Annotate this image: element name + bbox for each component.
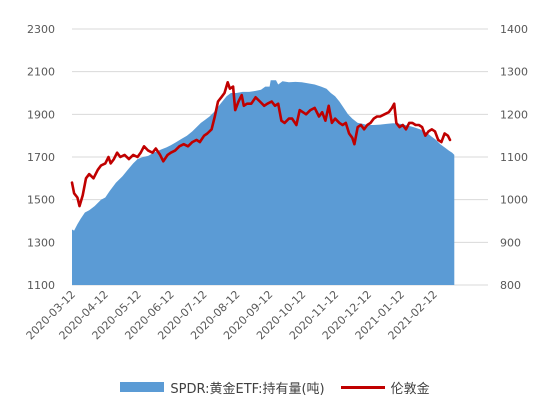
left-axis-tick-label: 1700 xyxy=(27,151,55,164)
legend-label-holdings: SPDR:黄金ETF:持有量(吨) xyxy=(170,381,325,397)
legend-item-holdings: SPDR:黄金ETF:持有量(吨) xyxy=(120,378,325,397)
series-line-gold-price xyxy=(70,81,452,208)
legend-item-gold-price: 伦敦金 xyxy=(340,378,430,397)
left-axis-tick-label: 2300 xyxy=(27,23,55,36)
right-axis-tick-label: 1400 xyxy=(500,23,528,36)
holdings-area-layer xyxy=(72,80,455,285)
right-axis-tick-label: 1100 xyxy=(500,151,528,164)
legend-swatch-line xyxy=(340,385,385,389)
legend-swatch-area xyxy=(120,382,165,392)
right-axis-tick-label: 1300 xyxy=(500,66,528,79)
right-axis-tick-label: 1200 xyxy=(500,108,528,121)
gold-price-line-layer xyxy=(70,81,452,208)
left-axis-tick-label: 1500 xyxy=(27,194,55,207)
right-axis-tick-label: 1000 xyxy=(500,194,528,207)
right-axis-tick-label: 800 xyxy=(500,279,521,292)
series-area-holdings xyxy=(72,80,455,285)
x-axis-ticks: 2020-03-122020-04-122020-05-122020-06-12… xyxy=(24,288,440,342)
right-axis-ticks: 800 900 1000 1100 1200 1300 1400 xyxy=(500,23,528,292)
left-axis-tick-label: 1900 xyxy=(27,108,55,121)
left-axis-tick-label: 1300 xyxy=(27,236,55,249)
right-axis-tick-label: 900 xyxy=(500,236,521,249)
legend-label-gold-price: 伦敦金 xyxy=(390,381,430,397)
left-axis-tick-label: 1100 xyxy=(27,279,55,292)
left-axis-ticks: 1100 1300 1500 1700 1900 2100 2300 xyxy=(27,23,55,292)
left-axis-tick-label: 2100 xyxy=(27,66,55,79)
chart-legend: SPDR:黄金ETF:持有量(吨) 伦敦金 xyxy=(0,374,550,400)
